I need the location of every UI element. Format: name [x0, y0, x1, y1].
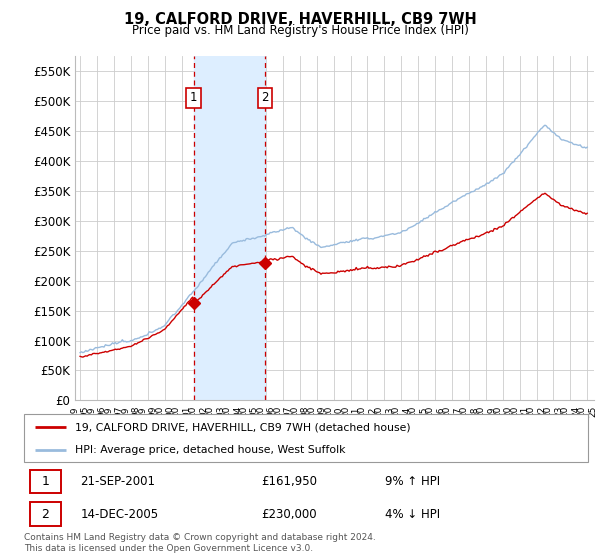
- Text: 2: 2: [262, 91, 269, 104]
- Text: 19, CALFORD DRIVE, HAVERHILL, CB9 7WH: 19, CALFORD DRIVE, HAVERHILL, CB9 7WH: [124, 12, 476, 27]
- Text: Price paid vs. HM Land Registry's House Price Index (HPI): Price paid vs. HM Land Registry's House …: [131, 24, 469, 36]
- Text: Contains HM Land Registry data © Crown copyright and database right 2024.
This d: Contains HM Land Registry data © Crown c…: [24, 533, 376, 553]
- Text: 1: 1: [41, 475, 49, 488]
- Text: 2: 2: [41, 508, 49, 521]
- Text: 14-DEC-2005: 14-DEC-2005: [80, 508, 158, 521]
- Text: 21-SEP-2001: 21-SEP-2001: [80, 475, 155, 488]
- FancyBboxPatch shape: [24, 414, 588, 462]
- Text: 9% ↑ HPI: 9% ↑ HPI: [385, 475, 440, 488]
- Text: £230,000: £230,000: [261, 508, 317, 521]
- Text: 4% ↓ HPI: 4% ↓ HPI: [385, 508, 440, 521]
- Bar: [194, 56, 265, 400]
- Text: HPI: Average price, detached house, West Suffolk: HPI: Average price, detached house, West…: [75, 445, 345, 455]
- Text: 19, CALFORD DRIVE, HAVERHILL, CB9 7WH (detached house): 19, CALFORD DRIVE, HAVERHILL, CB9 7WH (d…: [75, 422, 410, 432]
- Text: £161,950: £161,950: [261, 475, 317, 488]
- FancyBboxPatch shape: [29, 502, 61, 526]
- Text: 1: 1: [190, 91, 197, 104]
- FancyBboxPatch shape: [29, 470, 61, 493]
